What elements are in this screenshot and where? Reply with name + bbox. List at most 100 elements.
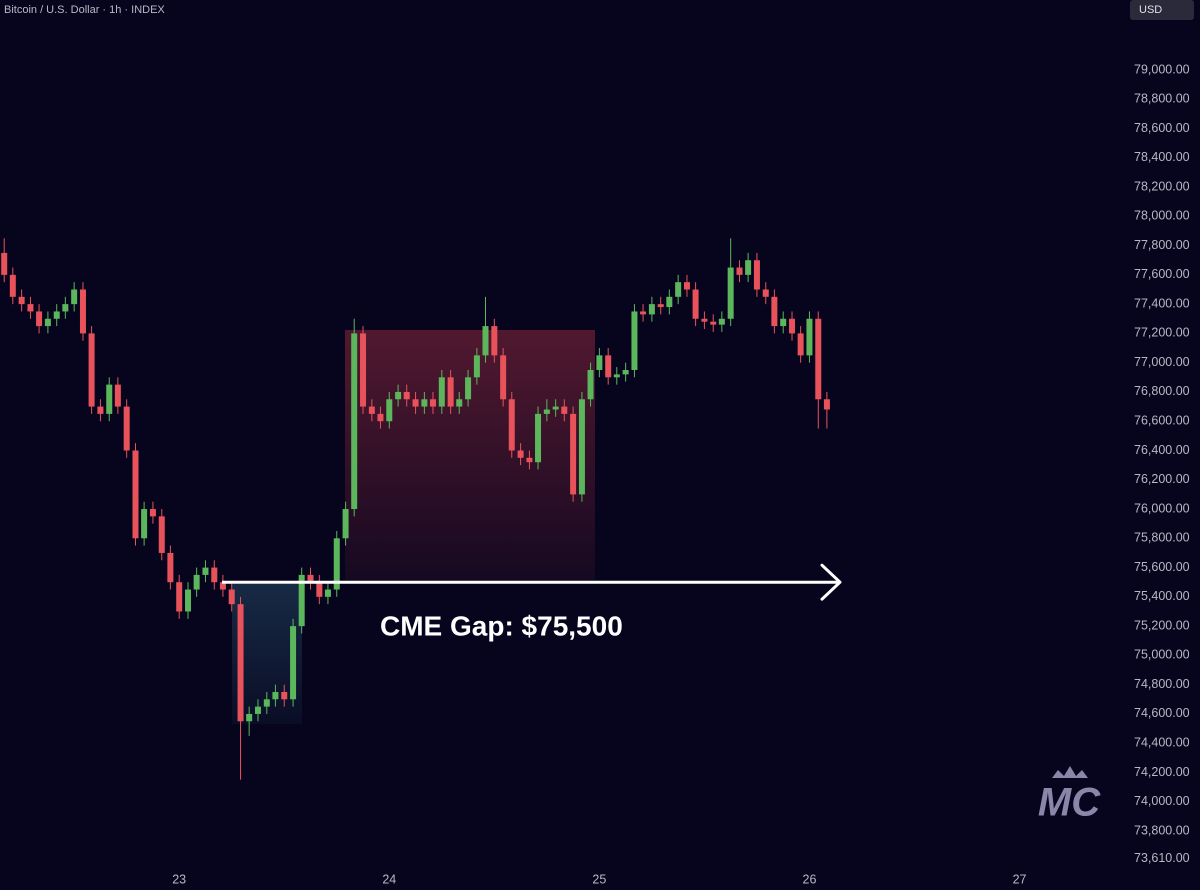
candle-body: [9, 274, 16, 297]
y-tick-label: 75,200.00: [1134, 618, 1190, 632]
candle-body: [368, 406, 375, 414]
candle-body: [491, 326, 498, 356]
candle-body: [753, 260, 760, 290]
candle-body: [246, 713, 253, 722]
y-tick-label: 76,200.00: [1134, 472, 1190, 486]
candle-body: [386, 399, 393, 422]
gap-fill-above: [345, 330, 595, 580]
x-tick-label: 25: [592, 872, 606, 886]
y-tick-label: 75,600.00: [1134, 560, 1190, 574]
y-tick-label: 74,400.00: [1134, 736, 1190, 750]
y-tick-label: 76,400.00: [1134, 443, 1190, 457]
candle-body: [395, 391, 402, 400]
y-tick-label: 77,000.00: [1134, 355, 1190, 369]
x-tick-label: 24: [382, 872, 396, 886]
candle-body: [18, 296, 25, 305]
y-tick-label: 78,800.00: [1134, 92, 1190, 106]
candle-body: [465, 377, 472, 400]
candle-body: [570, 413, 577, 495]
candle-body: [500, 355, 507, 400]
candle-body: [421, 399, 428, 407]
candle-body: [745, 260, 752, 275]
x-tick-label: 27: [1013, 872, 1027, 886]
candle-body: [211, 567, 218, 583]
candle-body: [508, 399, 515, 451]
y-tick-label: 74,800.00: [1134, 677, 1190, 691]
candle-body: [53, 311, 60, 319]
candle-body: [438, 377, 445, 407]
y-tick-label: 73,800.00: [1134, 823, 1190, 837]
candle-body: [158, 516, 165, 553]
candle-body: [228, 589, 235, 605]
y-tick-label: 76,000.00: [1134, 501, 1190, 515]
candle-body: [185, 589, 192, 612]
candle-body: [640, 311, 647, 315]
candle-body: [360, 333, 367, 407]
y-tick-label: 74,600.00: [1134, 706, 1190, 720]
candle-body: [771, 296, 778, 327]
candle-body: [254, 706, 261, 714]
candle-body: [535, 413, 542, 463]
candle-body: [307, 574, 314, 583]
candle-body: [736, 267, 743, 275]
candle-body: [815, 318, 822, 400]
candle-body: [114, 384, 121, 407]
candle-body: [429, 399, 436, 407]
y-tick-label: 78,000.00: [1134, 209, 1190, 223]
y-tick-label: 77,400.00: [1134, 296, 1190, 310]
y-tick-label: 78,200.00: [1134, 179, 1190, 193]
y-tick-label: 75,800.00: [1134, 531, 1190, 545]
candle-body: [97, 406, 104, 414]
candle-body: [44, 318, 51, 327]
candle-body: [106, 384, 113, 414]
y-tick-label: 78,400.00: [1134, 150, 1190, 164]
candle-body: [272, 691, 279, 700]
candle-body: [675, 282, 682, 297]
candle-body: [324, 589, 331, 597]
candle-body: [823, 399, 830, 410]
candle-body: [447, 377, 454, 407]
y-tick-label: 79,000.00: [1134, 62, 1190, 76]
y-tick-label: 77,800.00: [1134, 238, 1190, 252]
y-tick-label: 76,600.00: [1134, 414, 1190, 428]
candle-body: [543, 409, 550, 414]
candle-body: [666, 296, 673, 308]
currency-label[interactable]: USD: [1139, 4, 1162, 16]
candle-body: [263, 699, 270, 707]
candle-body: [526, 457, 533, 463]
candle-body: [789, 318, 796, 334]
candle-body: [482, 326, 489, 356]
y-tick-label: 73,610.00: [1134, 851, 1190, 865]
candle-body: [701, 318, 708, 322]
candle-body: [552, 406, 559, 410]
candle-body: [403, 391, 410, 400]
y-tick-label: 74,000.00: [1134, 794, 1190, 808]
currency-button[interactable]: [1130, 0, 1194, 20]
candle-body: [578, 399, 585, 495]
candle-body: [1, 252, 8, 275]
candle-body: [132, 450, 139, 539]
candle-body: [517, 450, 524, 458]
watermark-crown: [1052, 766, 1088, 778]
gap-arrow-head: [820, 563, 842, 601]
candle-body: [605, 355, 612, 378]
candle-body: [27, 304, 34, 312]
y-tick-label: 74,200.00: [1134, 765, 1190, 779]
candle-body: [333, 538, 340, 590]
candle-body: [648, 304, 655, 315]
candle-body: [692, 289, 699, 319]
candle-body: [123, 406, 130, 451]
candle-body: [797, 333, 804, 356]
candle-body: [596, 355, 603, 370]
candle-body: [88, 333, 95, 407]
y-tick-label: 75,000.00: [1134, 648, 1190, 662]
annotation-label: CME Gap: $75,500: [380, 611, 623, 642]
candle-body: [149, 509, 156, 517]
candle-body: [202, 567, 209, 575]
candle-body: [193, 574, 200, 590]
candle-body: [316, 582, 323, 597]
candle-body: [412, 399, 419, 407]
candle-body: [290, 626, 297, 700]
